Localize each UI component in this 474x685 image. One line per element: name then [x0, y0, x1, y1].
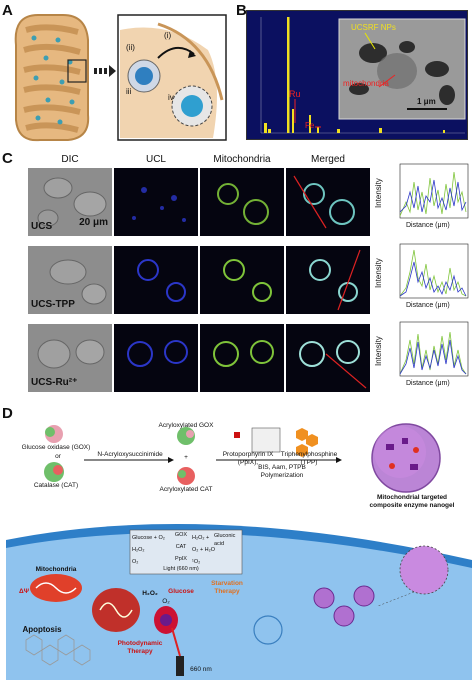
panel-letter-a: A	[2, 2, 13, 19]
reaction1-left: Glucose + O₂	[132, 535, 165, 541]
label-plus: +	[184, 454, 188, 461]
panel-a-schematic: (i) (ii) iii iv	[8, 10, 230, 145]
ucl-image-ucs-ru	[114, 324, 198, 392]
merged-image-ucs-ru	[286, 324, 370, 392]
mito-image-ucs-ru	[200, 324, 284, 392]
ucl-image-ucs-tpp	[114, 246, 198, 314]
merged-image-ucs	[286, 168, 370, 236]
label-bis-aam: BIS, Aam, PTPB	[258, 464, 306, 471]
ylabel-1: Intensity	[374, 178, 383, 208]
reaction2-enzyme: CAT	[175, 544, 187, 550]
label-glucose: Glucose	[168, 588, 194, 595]
nanogel-mechanism-illustration	[6, 423, 472, 680]
label-starvation: Starvation	[211, 580, 243, 587]
reaction3-left: O₂	[132, 559, 139, 565]
label-glucose-oxidase: Glucose oxidase (GOX)	[21, 444, 91, 451]
reaction3-light: Light (660 nm)	[163, 566, 199, 572]
panel-letter-c: C	[2, 150, 13, 167]
scale-bar-c: 20 μm	[79, 217, 108, 228]
xlabel-3: Distance (μm)	[406, 380, 450, 387]
reaction1-right: H₂O₂ +	[192, 535, 210, 541]
label-mitochondria-d: Mitochondria	[35, 566, 77, 573]
label-laser-660: 660 nm	[190, 666, 212, 673]
label-fe: Fe	[305, 121, 315, 130]
column-header-merged: Merged	[311, 154, 345, 165]
ylabel-3: Intensity	[374, 336, 383, 366]
label-tpp: Triphenylphosphine (TPP)	[280, 451, 338, 466]
reaction2-left: H₂O₂	[132, 547, 145, 553]
column-header-dic: DIC	[61, 154, 79, 165]
label-delta-psi: ΔΨ	[19, 588, 29, 595]
ylabel-2: Intensity	[374, 258, 383, 288]
xlabel-1: Distance (μm)	[406, 222, 450, 229]
label-ru: Ru	[289, 89, 301, 99]
label-nanogel-line2: composite enzyme nanogel	[369, 502, 455, 509]
reaction3-enzyme: PpIX	[175, 556, 187, 562]
scale-bar-label: 1 μm	[417, 97, 436, 106]
label-apoptosis: Apoptosis	[22, 625, 62, 634]
dic-image-ucs-tpp: UCS-TPP	[28, 246, 112, 314]
intensity-profile-ucs-tpp: Intensity Distance (μm)	[374, 242, 470, 322]
label-photodynamic-therapy: Therapy	[127, 648, 153, 655]
intensity-profile-ucs: Intensity Distance (μm)	[374, 162, 470, 242]
label-o2: O₂	[162, 598, 170, 605]
panel-b-eds-tem: UCSRF NPs mitochondria Ru Fe 1 μm	[246, 10, 468, 140]
merged-image-ucs-tpp	[286, 246, 370, 314]
label-ucsrf-nps: UCSRF NPs	[351, 23, 396, 32]
mito-image-ucs	[200, 168, 284, 236]
label-ii: (ii)	[126, 43, 135, 52]
label-acryloxylated-gox: Acryloxylated GOX	[158, 422, 214, 429]
ucl-image-ucs	[114, 168, 198, 236]
label-starvation-therapy: Therapy	[214, 588, 240, 595]
label-iii: iii	[126, 87, 132, 96]
row-label-ucs-ru: UCS-Ru²⁺	[31, 377, 78, 388]
mito-image-ucs-tpp	[200, 246, 284, 314]
panel-letter-b: B	[236, 2, 247, 19]
mitochondrion-illustration	[14, 14, 227, 142]
panel-letter-d: D	[2, 405, 13, 422]
label-polymerization: Polymerization	[260, 472, 304, 479]
label-nanogel-line1: Mitochondrial targeted	[376, 494, 448, 501]
column-header-ucl: UCL	[145, 154, 166, 165]
label-reagent: N-Acryloxysuccinimide	[97, 451, 163, 458]
row-label-ucs-tpp: UCS-TPP	[31, 299, 75, 310]
label-acryloxylated-cat: Acryloxylated CAT	[159, 486, 213, 493]
label-mitochondria: mitochondria	[343, 79, 389, 88]
reaction1-product: Gluconic acid	[214, 533, 236, 547]
reaction1-enzyme: GOX	[174, 532, 188, 538]
panel-d-schematic: Glucose oxidase (GOX) or Catalase (CAT) …	[6, 420, 472, 680]
dic-image-ucs: UCS 20 μm	[28, 168, 112, 236]
label-h2o2: H₂O₂	[142, 590, 158, 597]
label-or: or	[55, 453, 61, 460]
label-ppix: Protoporphyrin IX (PpIX),	[222, 451, 274, 466]
reaction3-right: ¹O₂	[192, 559, 201, 565]
xlabel-2: Distance (μm)	[406, 302, 450, 309]
label-photodynamic: Photodynamic	[117, 640, 163, 647]
eds-spectrum	[260, 17, 466, 134]
column-header-mitochondria: Mitochondria	[213, 154, 271, 165]
label-iv: iv	[168, 93, 174, 102]
label-catalase: Catalase (CAT)	[33, 482, 79, 489]
row-label-ucs: UCS	[31, 221, 53, 232]
dic-image-ucs-ru: UCS-Ru²⁺	[28, 324, 112, 392]
reaction2-right: O₂ + H₂O	[192, 547, 216, 553]
intensity-profile-ucs-ru: Intensity Distance (μm)	[374, 320, 470, 400]
label-i: (i)	[164, 31, 172, 40]
